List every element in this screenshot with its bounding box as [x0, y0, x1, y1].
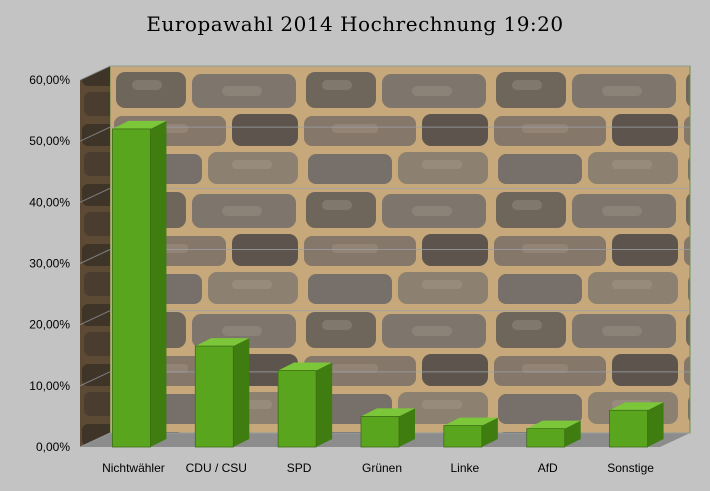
y-tick-label: 40,00% — [29, 195, 70, 209]
x-tick-label: CDU / CSU — [186, 461, 247, 475]
bars — [112, 120, 664, 448]
bar-front — [194, 345, 234, 448]
bar — [194, 338, 250, 448]
gridline-side — [79, 126, 111, 142]
y-tick-label: 10,00% — [29, 379, 70, 393]
bar-side — [399, 408, 415, 447]
y-tick-label: 50,00% — [29, 134, 70, 148]
bar — [609, 402, 664, 448]
bar-side — [316, 362, 333, 447]
bar-top — [278, 362, 333, 371]
bar — [277, 362, 333, 448]
gridline-side — [79, 310, 111, 326]
bar-side — [481, 417, 498, 447]
bar-top — [526, 420, 581, 429]
bar-top — [112, 120, 167, 129]
y-tick-label: 60,00% — [29, 73, 70, 87]
x-tick-label: SPD — [287, 461, 312, 475]
bar-side — [150, 120, 167, 447]
bar-top — [443, 417, 498, 426]
x-tick-label: AfD — [538, 461, 558, 475]
bar-front — [360, 416, 400, 448]
y-tick-label: 20,00% — [29, 318, 70, 332]
bar-front — [443, 425, 483, 448]
gridline-side — [79, 432, 111, 448]
gridline-side — [79, 187, 111, 203]
bar — [526, 420, 581, 448]
bar-side — [233, 338, 250, 447]
y-tick-label: 0,00% — [36, 440, 70, 454]
chart-walls — [80, 65, 691, 447]
bar-front — [277, 370, 317, 448]
bar-front — [526, 428, 566, 448]
gridline-side — [79, 65, 111, 81]
x-axis: Nichtwähler CDU / CSU SPD Grünen Linke AfD Son… — [102, 461, 654, 475]
x-tick-label: Grünen — [362, 461, 402, 475]
bar-front — [112, 128, 151, 448]
bar-top — [361, 408, 415, 417]
chart-title: Europawahl 2014 Hochrechnung 19:20 — [146, 12, 564, 36]
bar-side — [647, 402, 664, 447]
x-tick-label: Nichtwähler — [102, 461, 165, 475]
x-tick-label: Linke — [451, 461, 480, 475]
bar — [443, 417, 498, 448]
bar-top — [195, 338, 250, 347]
bar-side — [564, 420, 581, 447]
y-tick-label: 30,00% — [29, 257, 70, 271]
bar — [112, 120, 167, 448]
gridline-side — [79, 371, 111, 387]
bar — [360, 408, 415, 448]
y-axis: 0,00% 10,00% 20,00% 30,00% 40,00% 50,00% 60,00… — [29, 73, 70, 454]
gridline-side — [79, 249, 111, 264]
x-tick-label: Sonstige — [607, 461, 654, 475]
bar-front — [609, 409, 648, 448]
bar-top — [609, 402, 664, 411]
